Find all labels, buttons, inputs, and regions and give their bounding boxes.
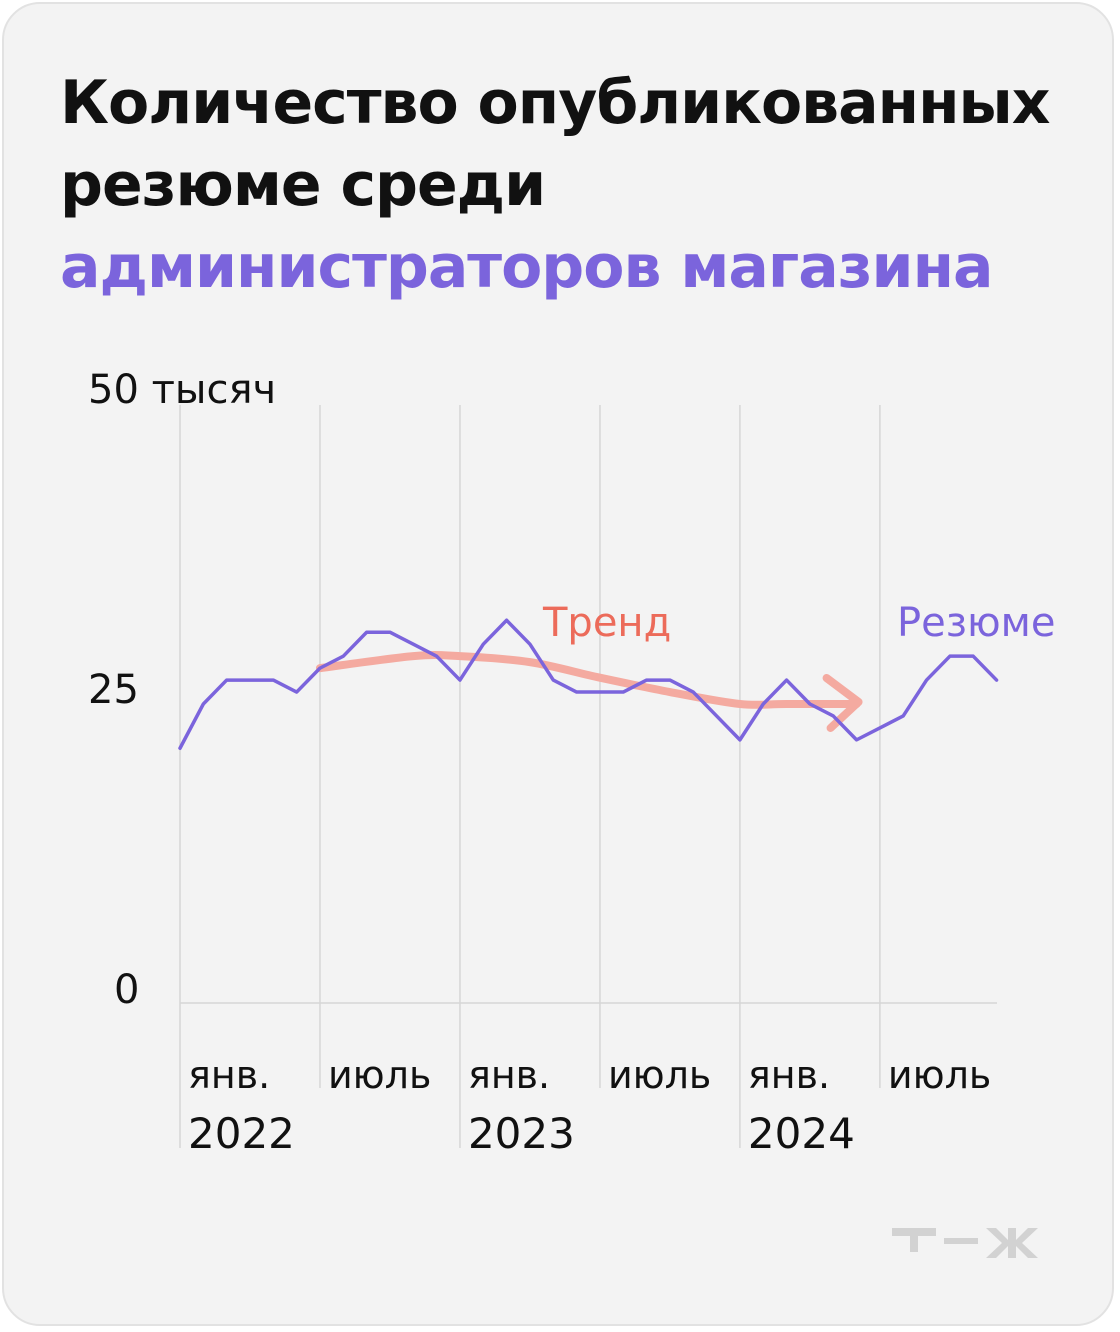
x-tick-label: янв.	[748, 1053, 830, 1097]
trend-label: Тренд	[542, 600, 671, 646]
brand-logo	[892, 1228, 1038, 1258]
y-tick-label: 25	[88, 667, 139, 713]
trend-annotation	[315, 651, 863, 732]
x-tick-year-label: 2024	[748, 1109, 855, 1158]
title-line-2: резюме среди	[60, 150, 546, 220]
y-tick-label: 50 тысяч	[88, 367, 276, 413]
chart-title: Количество опубликованных резюме среди а…	[60, 62, 1080, 308]
x-tick-label: июль	[888, 1053, 991, 1097]
title-line-3: администраторов магазина	[60, 232, 994, 302]
title-line-1: Количество опубликованных	[60, 68, 1051, 138]
y-axis-ticks: 0 25 50 тысяч	[88, 367, 276, 1013]
series-group	[178, 618, 999, 751]
x-tick-label: янв.	[468, 1053, 550, 1097]
x-tick-label: июль	[608, 1053, 711, 1097]
gridlines	[179, 405, 997, 1148]
x-tick-label: янв.	[188, 1053, 270, 1097]
series-label-resume: Резюме	[897, 600, 1055, 646]
x-tick-label: июль	[328, 1053, 431, 1097]
x-axis-ticks: янв. 2022 июль янв. 2023 июль янв. 2024 июль	[188, 1053, 991, 1158]
annotation-labels: Тренд Резюме	[542, 600, 1055, 646]
x-tick-year-label: 2023	[468, 1109, 575, 1158]
series-line-resume	[178, 618, 999, 751]
y-tick-label: 0	[114, 967, 139, 1013]
trend-arrowhead	[822, 674, 863, 732]
x-tick-year-label: 2022	[188, 1109, 295, 1158]
trend-line	[315, 651, 861, 709]
